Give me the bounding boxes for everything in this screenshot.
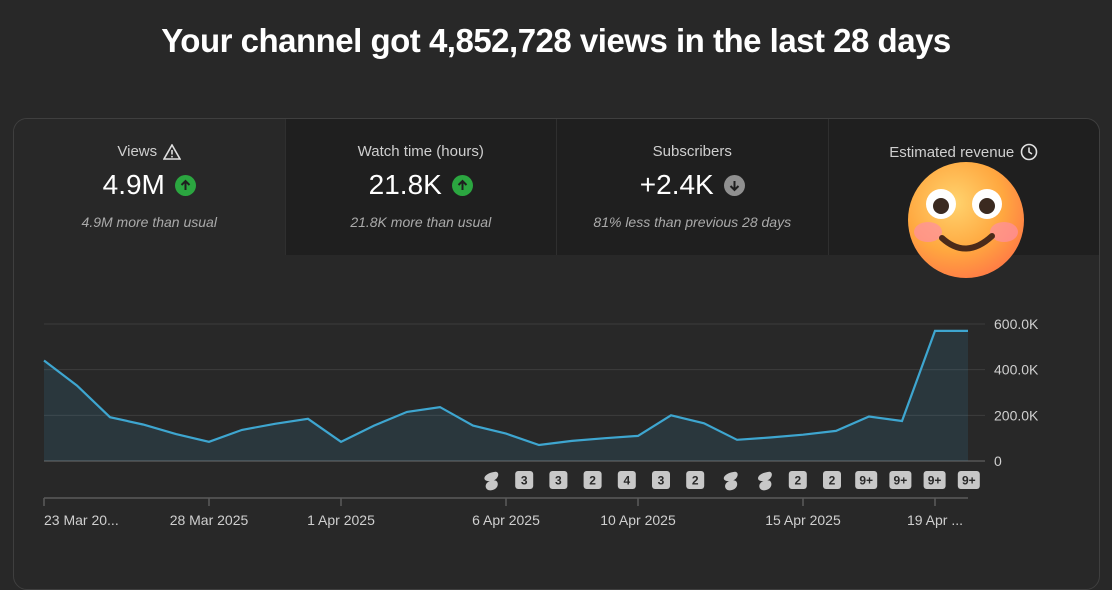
card-value: 4.9M [102, 169, 165, 200]
badge-box [788, 471, 807, 489]
badge-box [823, 471, 841, 489]
badge-count: 9+ [894, 474, 908, 488]
upload-count-badge[interactable]: 3 [652, 471, 670, 489]
upload-count-badge[interactable]: 9+ [855, 471, 878, 489]
badge-count: 9+ [928, 474, 942, 488]
shorts-icon [723, 471, 738, 491]
x-tick-label: 10 Apr 2025 [600, 512, 676, 528]
shorts-icon [758, 471, 772, 491]
card-subtext: 21.8K more than usual [350, 214, 492, 230]
card-label: Subscribers [652, 143, 732, 160]
card-watch-time[interactable]: Watch time (hours) 21.8K 21.8K more than… [285, 119, 557, 255]
badge-box [583, 471, 602, 489]
card-value: +2.4K [639, 169, 714, 200]
upload-count-badge[interactable]: 2 [823, 471, 841, 489]
x-tick-label: 1 Apr 2025 [307, 512, 375, 528]
upload-count-badge[interactable]: 2 [788, 471, 807, 489]
card-label: Watch time (hours) [357, 143, 484, 160]
badge-count: 2 [794, 474, 801, 488]
card-label: Views [117, 143, 158, 160]
clock-icon [1020, 143, 1038, 161]
x-tick-label: 15 Apr 2025 [765, 512, 841, 528]
warning-icon [163, 143, 182, 160]
trend-up-icon [451, 174, 473, 196]
y-tick-label: 200.0K [994, 407, 1039, 423]
trend-down-icon [723, 174, 745, 196]
shorts-icon [484, 471, 499, 491]
badge-box [923, 471, 946, 489]
x-tick-label: 23 Mar 20... [44, 512, 119, 528]
badge-count: 2 [692, 474, 699, 488]
x-tick-label: 19 Apr ... [907, 512, 963, 528]
card-label: Estimated revenue [889, 143, 1015, 161]
smiling-emoji-icon [908, 162, 1024, 278]
badge-box [515, 471, 534, 489]
upload-count-badge[interactable]: 9+ [957, 471, 980, 489]
badge-box [889, 471, 912, 489]
badge-count: 2 [589, 474, 596, 488]
x-tick-label: 28 Mar 2025 [170, 512, 249, 528]
chart-series-line [43, 329, 968, 447]
card-value: 21.8K [368, 169, 442, 200]
card-views[interactable]: Views 4.9M 4.9M more than usual [14, 119, 286, 255]
shorts-badge[interactable] [723, 471, 738, 491]
y-tick-label: 400.0K [994, 362, 1039, 378]
badge-count: 9+ [859, 474, 873, 488]
upload-count-badge[interactable]: 3 [515, 471, 534, 489]
badge-box [652, 471, 670, 489]
upload-count-badge[interactable]: 9+ [923, 471, 946, 489]
upload-count-badge[interactable]: 2 [686, 471, 705, 489]
badge-box [855, 471, 878, 489]
views-chart: 600.0K 400.0K 200.0K 0 3 3 2 4 3 2 2 2 9+ 9+ 9+ 9+ 23 … [43, 316, 1039, 528]
badge-box [957, 471, 980, 489]
badge-count: 3 [555, 474, 562, 488]
badge-box [617, 471, 636, 489]
shorts-badge[interactable] [484, 471, 499, 491]
metric-cards: Views 4.9M 4.9M more than usual Watch ti… [14, 119, 1099, 255]
badge-box [549, 471, 568, 489]
x-tick-label: 6 Apr 2025 [472, 512, 540, 528]
upload-count-badge[interactable]: 9+ [889, 471, 912, 489]
shorts-badge[interactable] [758, 471, 772, 491]
upload-count-badge[interactable]: 4 [617, 471, 636, 489]
upload-count-badge[interactable]: 3 [549, 471, 568, 489]
badge-box [686, 471, 705, 489]
upload-count-badge[interactable]: 2 [583, 471, 602, 489]
chart-area [44, 330, 968, 461]
trend-up-icon [174, 174, 196, 196]
card-subscribers[interactable]: Subscribers +2.4K 81% less than previous… [557, 119, 829, 255]
y-tick-label: 0 [994, 453, 1002, 469]
page-title: Your channel got 4,852,728 views in the … [161, 22, 951, 59]
badge-count: 2 [829, 474, 836, 488]
badge-count: 9+ [962, 474, 976, 488]
badge-count: 3 [521, 474, 528, 488]
badge-count: 4 [623, 474, 630, 488]
card-subtext: 81% less than previous 28 days [593, 214, 792, 230]
badge-count: 3 [658, 474, 665, 488]
y-tick-label: 600.0K [994, 316, 1039, 332]
card-subtext: 4.9M more than usual [81, 214, 217, 230]
